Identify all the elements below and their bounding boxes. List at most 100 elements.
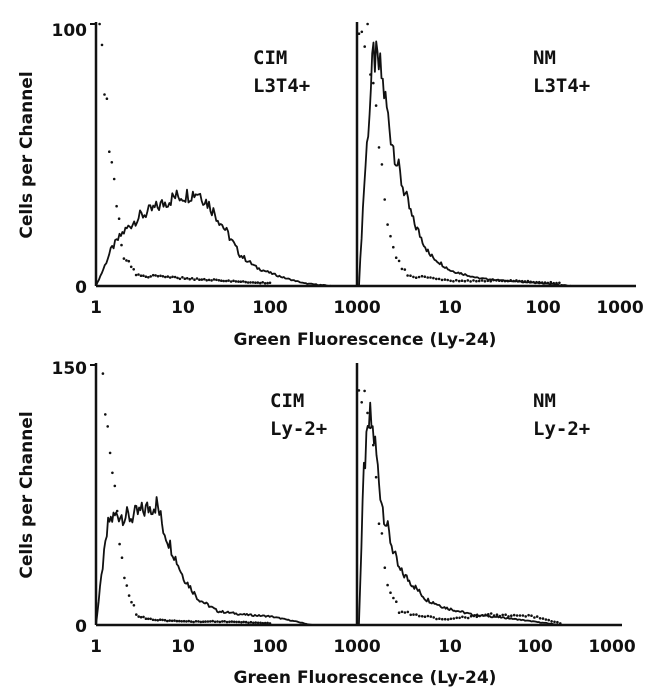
dotted-histogram-point (240, 621, 243, 624)
bottom-x-tick-10: 10 (171, 637, 195, 657)
dotted-histogram-point (501, 613, 505, 617)
dotted-histogram-point (244, 280, 247, 284)
dotted-histogram-point (106, 425, 109, 428)
dotted-histogram-point (438, 617, 441, 620)
dotted-histogram-point (201, 620, 205, 623)
dotted-histogram-point (125, 584, 129, 587)
dotted-histogram-point (483, 280, 487, 283)
dotted-histogram-point (544, 618, 548, 621)
dotted-histogram-point (409, 274, 412, 278)
top-right-annotation-line1: NM (533, 47, 556, 69)
top-x-tick-right-1000: 1000 (596, 298, 643, 318)
top-x-tick-100: 100 (252, 298, 288, 318)
dotted-histogram-point (389, 234, 392, 238)
dotted-histogram-point (206, 620, 210, 623)
dotted-histogram-point (372, 81, 375, 85)
bottom-x-tick-right-1000: 1000 (588, 637, 635, 657)
dotted-histogram-point (227, 279, 230, 282)
dotted-histogram-point (463, 279, 467, 283)
dotted-histogram-point (432, 616, 436, 619)
top-right-annotation-line2: L3T4+ (533, 75, 590, 97)
dotted-histogram-point (132, 268, 135, 271)
top-x-tick-right-100: 100 (525, 298, 561, 318)
dotted-histogram-point (383, 566, 387, 569)
dotted-histogram-point (535, 280, 538, 284)
dotted-histogram-point (533, 616, 536, 619)
top-left-annotation-line2: L3T4+ (253, 75, 310, 97)
dotted-histogram-point (400, 267, 404, 271)
dotted-histogram-point (180, 620, 183, 623)
dotted-histogram-point (204, 620, 207, 623)
dotted-histogram-point (432, 276, 435, 280)
dotted-histogram-point (217, 279, 221, 282)
dotted-histogram-point (173, 619, 176, 622)
dotted-histogram-point (224, 279, 228, 283)
dotted-histogram-point (112, 177, 116, 181)
dotted-histogram-point (98, 22, 101, 26)
top-x-tick-right-10: 10 (438, 298, 462, 318)
dotted-histogram-point (486, 279, 490, 283)
dotted-histogram-point (475, 279, 478, 283)
dotted-histogram-point (122, 257, 126, 260)
dotted-histogram-point (360, 401, 364, 404)
dotted-histogram-point (100, 43, 104, 47)
dotted-histogram-point (553, 620, 556, 624)
dotted-histogram-point (230, 620, 234, 623)
dotted-histogram-point (194, 620, 198, 623)
dotted-histogram-point (369, 73, 372, 76)
dotted-histogram-point (420, 615, 424, 618)
dotted-histogram-point (159, 274, 162, 278)
dotted-histogram-point (263, 621, 267, 625)
dotted-histogram-point (223, 620, 226, 623)
dotted-histogram-point (215, 278, 218, 282)
dotted-histogram-point (412, 613, 415, 616)
bottom-panel: Cells per Channel 150 0 1 10 100 1000 10… (17, 359, 636, 688)
bottom-x-tick-right-10: 10 (438, 637, 462, 657)
dotted-histogram-point (173, 275, 177, 279)
dotted-histogram-point (237, 620, 241, 624)
dotted-histogram-point (380, 532, 384, 535)
dotted-histogram-point (366, 22, 369, 26)
dotted-histogram-point (369, 426, 372, 430)
bottom-x-tick-right-100: 100 (517, 637, 553, 657)
dotted-histogram-point (193, 278, 196, 282)
dotted-histogram-point (489, 279, 493, 283)
dotted-histogram-point (161, 275, 165, 278)
dotted-histogram-point (512, 613, 516, 617)
dotted-histogram-point (268, 281, 272, 285)
dotted-histogram-point (129, 265, 133, 269)
dotted-histogram-point (426, 276, 430, 279)
dotted-histogram-point (197, 620, 200, 623)
dotted-histogram-point (259, 281, 262, 285)
dotted-histogram-point (147, 276, 150, 279)
dotted-histogram-point (110, 161, 114, 164)
dotted-histogram-point (429, 276, 432, 279)
dotted-histogram-point (541, 617, 545, 620)
dotted-histogram-point (469, 614, 473, 618)
dotted-histogram-point (357, 389, 361, 392)
dotted-histogram-point (549, 280, 553, 284)
dotted-histogram-point (166, 619, 169, 623)
dotted-histogram-point (125, 259, 128, 262)
dotted-histogram-point (524, 615, 527, 618)
dotted-histogram-point (266, 621, 269, 625)
dotted-histogram-point (185, 277, 189, 280)
dotted-histogram-point (518, 614, 522, 617)
bottom-right-histogram (357, 389, 562, 626)
top-right-histogram (357, 22, 572, 287)
dotted-histogram-point (518, 279, 521, 283)
bottom-left-histogram (95, 372, 312, 626)
dotted-histogram-point (222, 279, 225, 283)
dotted-histogram-point (492, 614, 496, 617)
dotted-histogram-point (232, 620, 236, 624)
dotted-histogram-point (137, 273, 140, 276)
dotted-histogram-point (259, 621, 262, 625)
dotted-histogram-point (266, 281, 269, 285)
dotted-histogram-point (161, 618, 164, 622)
dotted-histogram-point (254, 281, 257, 285)
dotted-histogram-point (386, 223, 389, 226)
dotted-histogram-point (455, 616, 459, 620)
dotted-histogram-point (189, 620, 193, 623)
dotted-histogram-point (363, 45, 367, 48)
bottom-right-annotation-line1: NM (533, 390, 556, 412)
